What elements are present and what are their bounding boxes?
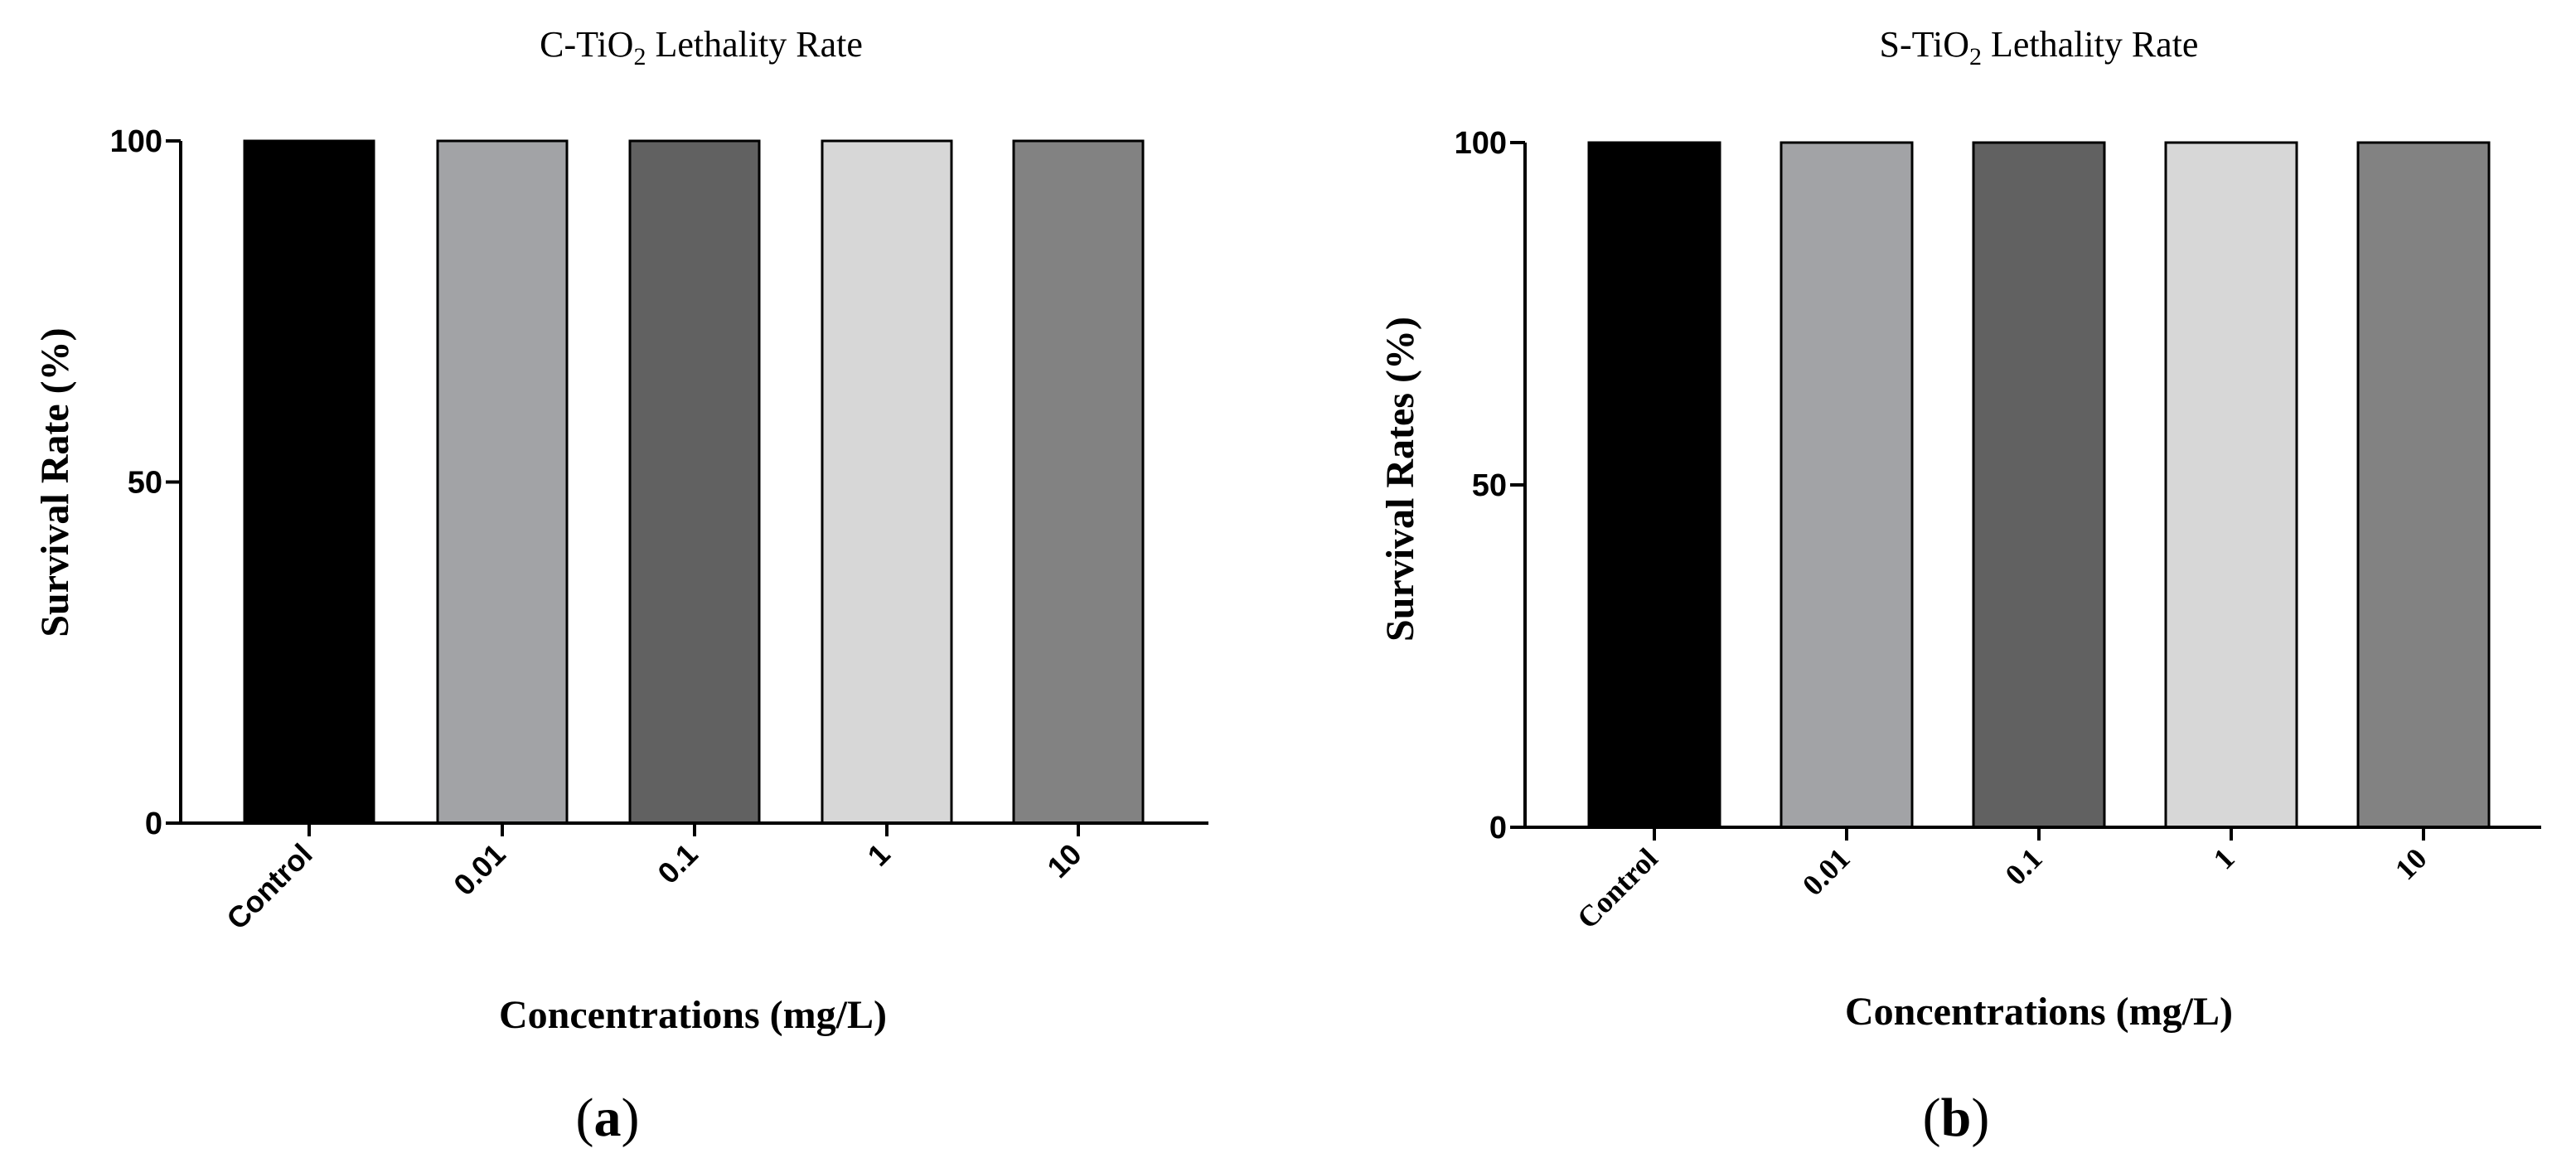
y-tick-label-a-50: 50 [128,466,162,501]
y-ticks-b: 0 50 100 [1455,126,1525,845]
x-axis-label-b: Concentrations (mg/L) [1845,990,2233,1034]
y-tick-label-b-0: 0 [1489,811,1507,845]
x-tick-label-b-1: Control [1571,841,1664,935]
x-tick-label-b-4: 1 [2207,841,2241,875]
bar-a-1 [243,139,375,825]
x-ticks-a: Control 0.01 0.1 1 10 [220,823,1088,936]
chart-title-b: S-TiO2 Lethality Rate [1880,24,2199,70]
bars-b [1587,141,2491,829]
y-ticks-a: 0 50 100 [110,124,181,841]
x-tick-label-a-4: 1 [861,837,897,873]
x-tick-label-b-3: 0.1 [1999,841,2049,891]
y-tick-label-a-0: 0 [145,807,162,841]
x-tick-label-b-5: 10 [2389,841,2433,886]
bar-b-1 [1587,141,1721,829]
y-axis-label-a: Survival Rate (%) [33,327,77,637]
bar-b-5 [2356,141,2491,829]
y-axis-label-b: Survival Rates (%) [1378,317,1422,642]
x-tick-label-a-2: 0.01 [447,837,512,903]
bar-b-2 [1779,141,1914,829]
x-axis-label-a: Concentrations (mg/L) [499,993,887,1037]
chart-title-a: C-TiO2 Lethality Rate [540,24,863,70]
x-tick-label-b-2: 0.01 [1796,841,1857,902]
chart-panel-a: C-TiO2 Lethality Rate Survival Rate (%) … [33,24,1208,1148]
chart-panel-b: S-TiO2 Lethality Rate Survival Rates (%)… [1378,24,2541,1148]
bar-a-2 [436,139,569,825]
y-tick-label-b-100: 100 [1455,126,1507,161]
x-tick-label-a-1: Control [220,837,318,936]
bar-a-5 [1012,139,1145,825]
panel-label-a: (a) [576,1088,640,1148]
x-tick-label-a-3: 0.1 [651,837,704,890]
y-tick-label-b-50: 50 [1472,468,1507,503]
panel-label-b: (b) [1923,1088,1990,1148]
x-tick-label-a-5: 10 [1040,837,1087,884]
bar-a-4 [821,139,953,825]
bar-b-3 [1972,141,2106,829]
x-ticks-b: Control 0.01 0.1 1 10 [1571,827,2433,935]
bar-a-3 [628,139,761,825]
bar-b-4 [2164,141,2298,829]
bars-a [243,139,1145,825]
y-tick-label-a-100: 100 [110,124,162,159]
